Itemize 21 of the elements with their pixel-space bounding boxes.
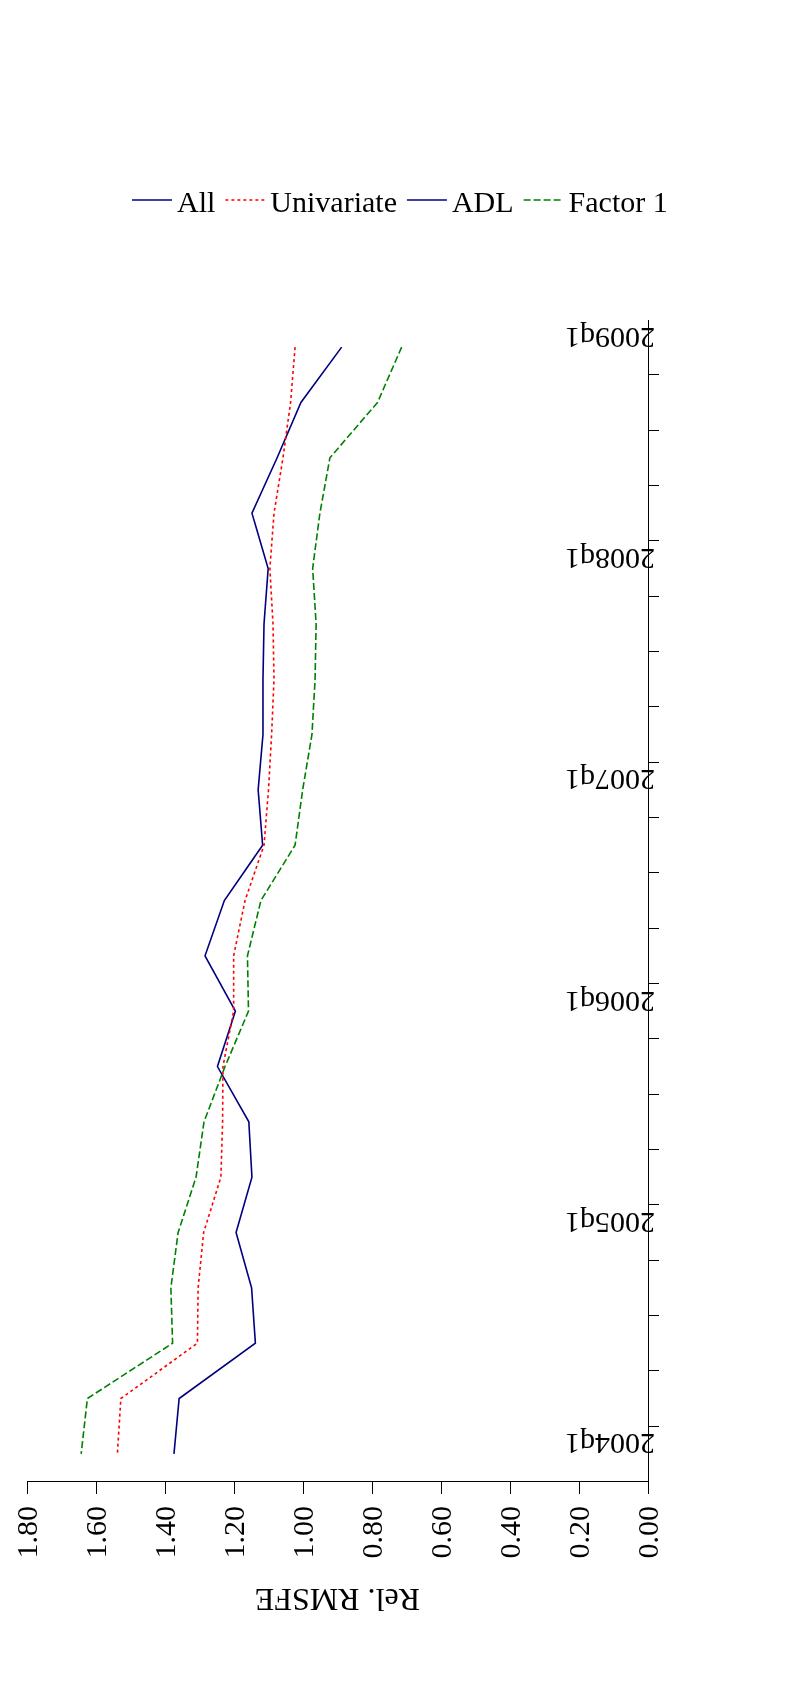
legend-label: All [177,184,216,218]
y-tick-label: 2005q1 [565,1207,655,1241]
x-tick-label: 1.40 [147,1506,181,1559]
y-tick-label: 2004q1 [565,1428,655,1462]
x-tick-label: 0.20 [561,1506,595,1559]
legend-label: Factor 1 [568,184,668,218]
x-tick-label: 1.20 [216,1506,250,1559]
x-tick-label: 0.80 [354,1506,388,1559]
legend-label: ADL [451,184,514,218]
x-tick-label: 0.60 [423,1506,457,1559]
x-tick-label: 0.40 [492,1506,526,1559]
x-tick-label: 1.60 [78,1506,112,1559]
y-tick-label: 2008q1 [565,542,655,576]
legend-label: Univariate [270,184,397,218]
x-tick-label: 0.00 [630,1506,664,1559]
y-tick-label: 2006q1 [565,985,655,1019]
y-tick-label: 2009q1 [565,321,655,355]
y-tick-label: 2007q1 [565,764,655,798]
x-tick-label: 1.80 [9,1506,43,1559]
x-tick-label: 1.00 [285,1506,319,1559]
x-axis-title: Rel. RMSFE [254,1582,420,1618]
